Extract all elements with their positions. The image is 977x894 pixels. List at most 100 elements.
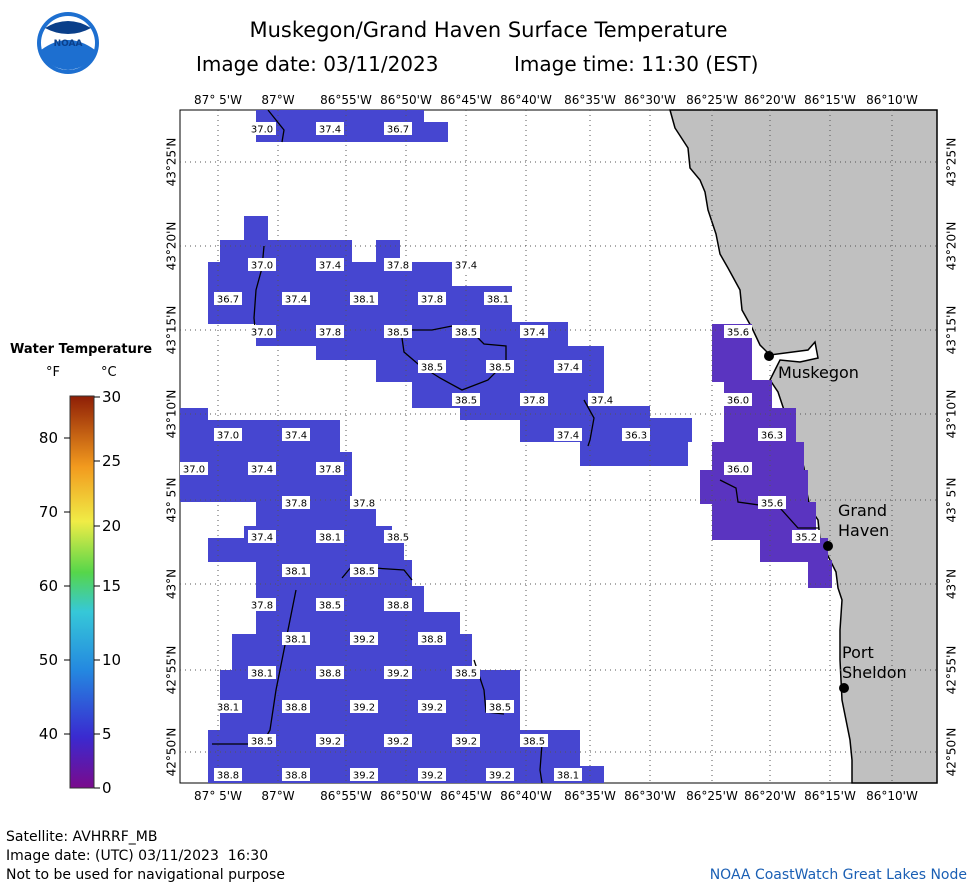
temperature-label: 39.2 [455,737,477,748]
longitude-label: 86°15'W [804,789,856,803]
temperature-label-bg [724,325,752,338]
longitude-label: 86°30'W [624,789,676,803]
temperature-label-bg [758,496,786,509]
temperature-label-bg [384,530,412,543]
temperature-label-bg [588,393,616,406]
image-date: Image date: 03/11/2023 [196,52,439,76]
temperature-label-bg [384,598,412,611]
temperature-label: 38.5 [387,533,409,544]
temperature-label-bg [792,530,820,543]
temperature-label: 37.4 [523,328,545,339]
temperature-label: 37.8 [319,465,341,476]
temperature-label-bg [248,666,276,679]
temperature-label-bg [350,564,378,577]
temperature-label-bg [248,530,276,543]
place-label: Sheldon [842,663,907,682]
temperature-label-bg [282,768,310,781]
longitude-label: 86°40'W [500,789,552,803]
temperature-label-bg [486,768,514,781]
temperature-label-bg [350,632,378,645]
temperature-label: 38.8 [217,771,239,782]
temperature-label: 37.8 [285,499,307,510]
legend-c-tick: 15 [102,577,121,595]
temperature-label: 37.4 [251,533,273,544]
longitude-label: 86°55'W [320,789,372,803]
longitude-label: 87°W [261,93,294,107]
noaa-logo-icon: NOAA [37,12,99,74]
latitude-label: 43°15'N [165,306,179,355]
legend-f-tick: 50 [39,651,58,669]
temperature-label-bg [214,768,242,781]
temperature-label-bg [282,292,310,305]
longitude-label: 87° 5'W [194,789,242,803]
temperature-label: 38.8 [285,771,307,782]
temperature-label: 36.0 [727,465,749,476]
latitude-label: 43° 5'N [945,478,959,523]
legend-f-tick: 40 [39,725,58,743]
place-label: Haven [838,521,889,540]
temperature-label-bg [282,564,310,577]
temperature-label-bg [350,496,378,509]
longitude-label: 86°15'W [804,93,856,107]
temperature-label-bg [418,768,446,781]
temperature-label-bg [520,734,548,747]
temperature-label: 37.8 [319,328,341,339]
temperature-label: 38.1 [285,635,307,646]
temperature-label: 38.5 [319,601,341,612]
temperature-label: 37.4 [251,465,273,476]
temperature-label: 38.1 [217,703,239,714]
temperature-label: 38.5 [489,703,511,714]
temperature-label-bg [316,122,344,135]
temperature-label: 38.1 [319,533,341,544]
temperature-label: 39.2 [421,703,443,714]
temperature-label: 38.1 [353,295,375,306]
longitude-label: 86°50'W [380,93,432,107]
temperature-label-bg [316,325,344,338]
latitude-label: 43° 5'N [165,478,179,523]
temperature-label: 38.5 [455,396,477,407]
temperature-label-bg [486,360,514,373]
temperature-label: 38.8 [421,635,443,646]
latitude-label: 42°55'N [945,646,959,695]
legend-c-tick: 10 [102,651,121,669]
temperature-label-bg [316,666,344,679]
temperature-label-bg [248,122,276,135]
temperature-label: 38.5 [455,328,477,339]
temperature-label-bg [214,428,242,441]
temperature-label: 37.0 [251,125,273,136]
footer-info: Satellite: AVHRRF_MB Image date: (UTC) 0… [6,828,285,885]
longitude-label: 86°55'W [320,93,372,107]
temperature-label-bg [350,768,378,781]
utc-date-label: Image date: (UTC) 03/11/2023 16:30 [6,848,269,864]
temperature-label: 39.2 [319,737,341,748]
temperature-label-bg [486,700,514,713]
legend-color-bar [69,395,95,789]
temperature-label: 38.1 [285,567,307,578]
temperature-label-bg [758,428,786,441]
temperature-label: 36.7 [387,125,409,136]
temperature-label-bg [520,393,548,406]
temperature-label-bg [418,360,446,373]
temperature-label-bg [724,393,752,406]
temperature-label-bg [384,122,412,135]
legend-c-tick: 25 [102,452,121,470]
temperature-label-bg [418,292,446,305]
temperature-label-bg [484,292,512,305]
temperature-label: 39.2 [387,669,409,680]
temperature-label: 36.3 [761,431,783,442]
temperature-label: 38.5 [421,363,443,374]
latitude-label: 42°55'N [165,646,179,695]
temperature-label: 38.1 [487,295,509,306]
temperature-label: 38.8 [387,601,409,612]
temperature-label-bg [452,258,480,271]
temperature-label-bg [316,462,344,475]
navigation-warning: Not to be used for navigational purpose [6,867,285,883]
temperature-label-bg [316,598,344,611]
latitude-label: 42°50'N [945,728,959,777]
temperature-label-bg [384,325,412,338]
temperature-label: 39.2 [421,771,443,782]
latitude-label: 43°25'N [165,138,179,187]
temperature-label-bg [214,292,242,305]
longitude-label: 86°35'W [564,789,616,803]
latitude-label: 43°20'N [945,222,959,271]
